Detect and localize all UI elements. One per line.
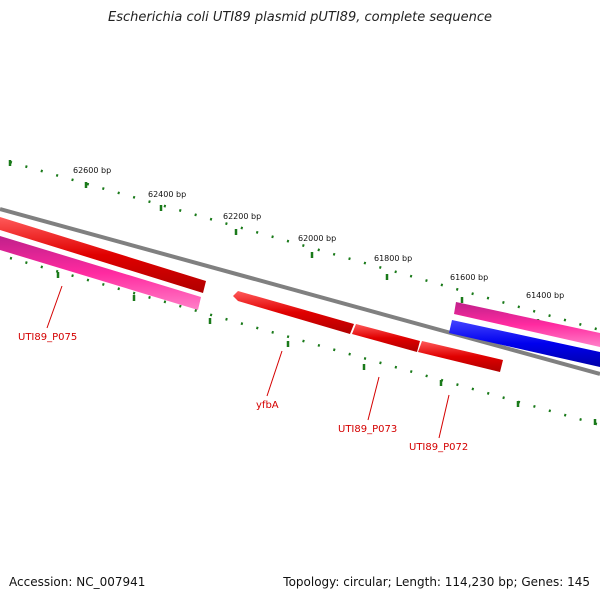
gene-arrow-utip072 [418,341,503,372]
inner-major-ticks [56,272,597,425]
tick-label-61600: 61600 bp [450,273,488,282]
tick-label-62400: 62400 bp [148,190,186,199]
gene-label-yfba: yfbA [256,400,279,411]
gene-arrow-special-1 [454,302,600,347]
accession-label: Accession: NC_007941 [9,575,146,589]
gene-arrow-yfba [233,291,354,334]
topology-label: Topology: circular; Length: 114,230 bp; … [283,575,590,589]
tick-label-62200: 62200 bp [223,212,261,221]
gene-label-utip075: UTI89_P075 [18,332,77,343]
gene-arrow-forward-1 [0,217,206,293]
tick-label-62000: 62000 bp [298,234,336,243]
tick-label-62600: 62600 bp [73,166,111,175]
gene-arrow-utip073 [352,324,420,352]
gene-label-utip073: UTI89_P073 [338,424,397,435]
tick-label-61800: 61800 bp [374,254,412,263]
gene-arrow-utip075 [0,236,201,310]
outer-major-ticks [8,160,540,325]
sequence-backbone [0,207,600,376]
gene-label-utip072: UTI89_P072 [409,442,468,453]
outer-tick-ruler [9,160,600,332]
tick-label-61400: 61400 bp [526,291,564,300]
map-title: Escherichia coli UTI89 plasmid pUTI89, c… [108,10,492,25]
gene-leader-lines [46,285,450,439]
gene-arrow-special-2 [449,320,600,367]
